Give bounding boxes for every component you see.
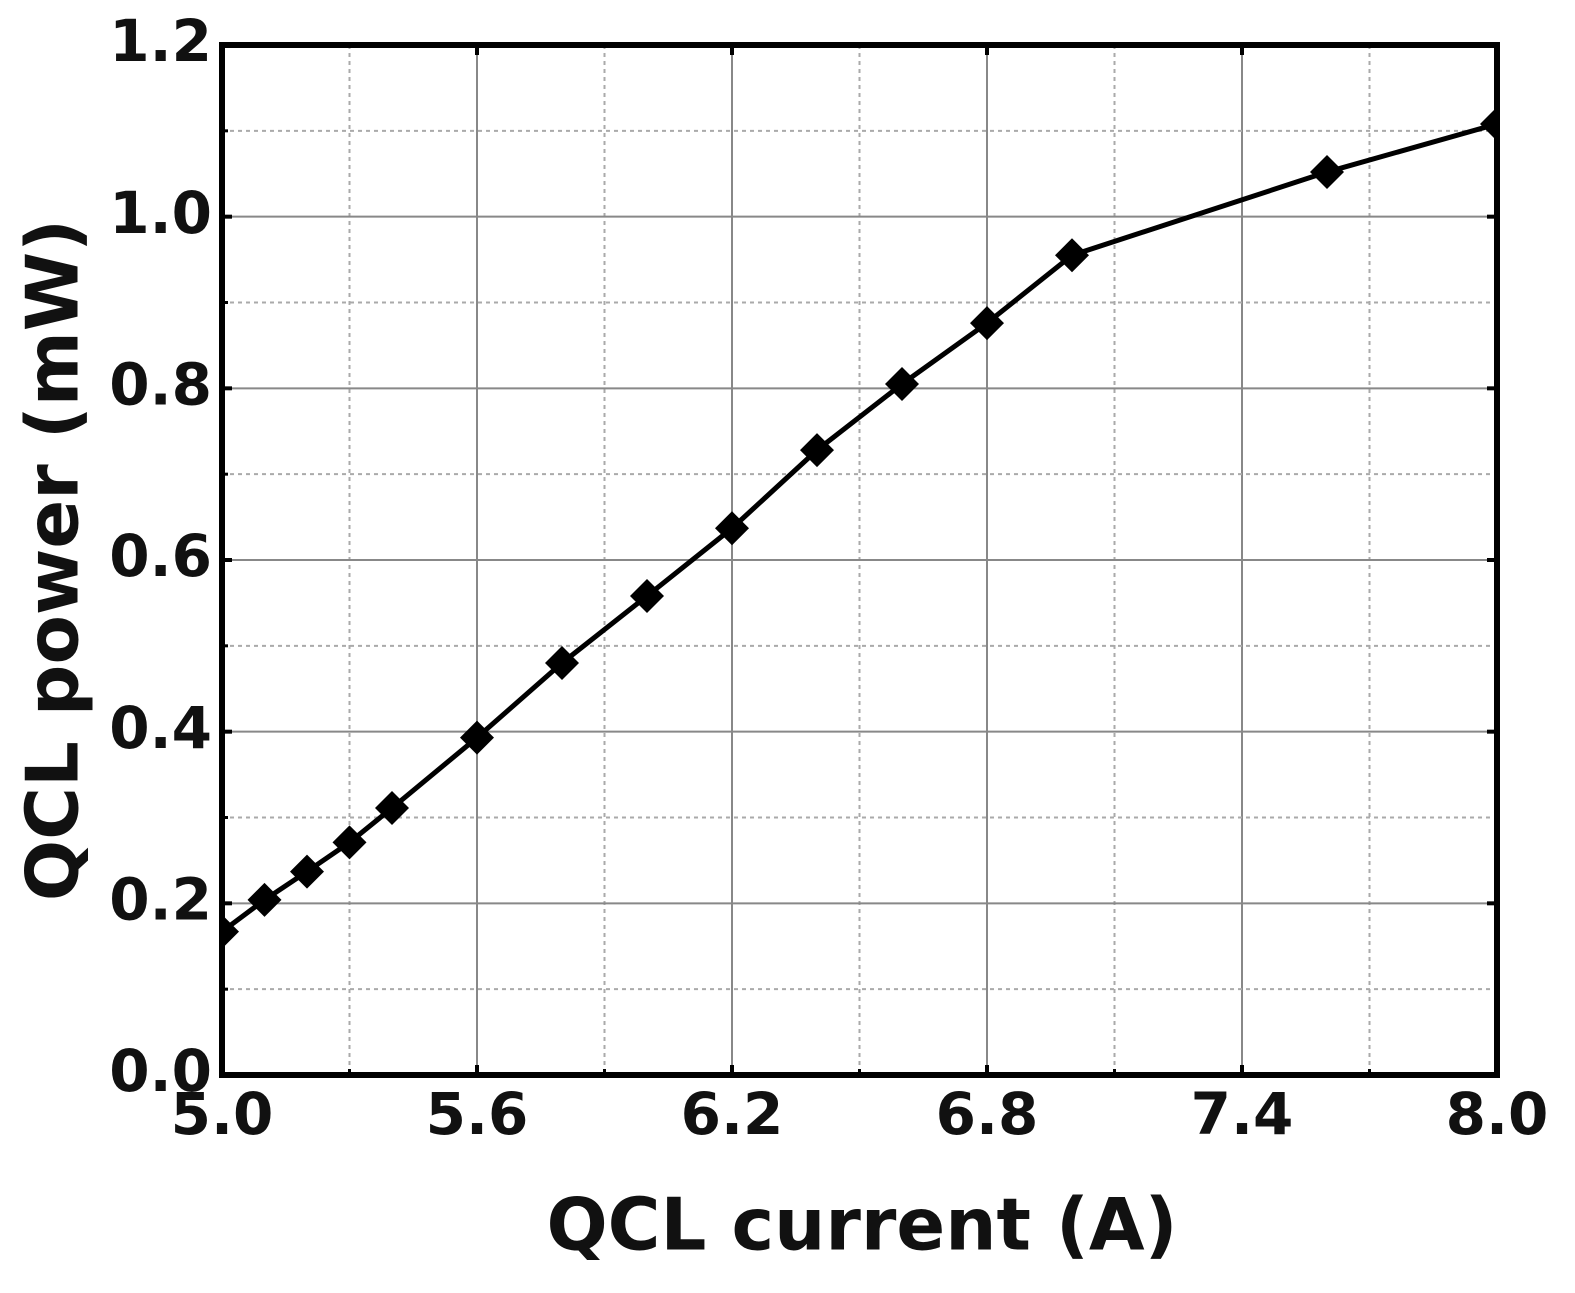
y-tick-label: 0.2 <box>109 865 212 933</box>
data-point <box>290 854 324 889</box>
data-point <box>885 367 919 402</box>
ticks: 5.0 5.6 6.2 6.8 7.4 8.0 0.0 0.2 0.4 0.6 0.8 1.0 1.2 <box>109 7 1548 1148</box>
data-point <box>375 791 409 826</box>
y-tick-label: 0.6 <box>109 522 212 590</box>
x-axis-title: QCL current (A) <box>546 1183 1177 1267</box>
data-point <box>545 646 579 680</box>
plot-area <box>222 106 1497 949</box>
data-point <box>1480 106 1497 141</box>
data-point <box>970 306 1004 341</box>
data-point <box>247 882 282 917</box>
data-point <box>332 825 367 860</box>
data-point <box>460 720 494 755</box>
data-point <box>1310 155 1344 190</box>
data-point <box>800 433 834 468</box>
plot-frame <box>219 42 1500 1078</box>
y-axis-title: QCL power (mW) <box>11 219 95 901</box>
data-point <box>715 511 749 546</box>
y-tick-label: 0.8 <box>109 350 212 418</box>
data-point <box>630 579 664 614</box>
y-tick-label: 1.2 <box>109 7 212 75</box>
x-tick-label: 7.4 <box>1191 1080 1294 1148</box>
x-tick-label: 6.2 <box>681 1080 784 1148</box>
data-point <box>1055 238 1089 273</box>
y-tick-label: 1.0 <box>109 179 212 247</box>
y-tick-label: 0.0 <box>109 1037 212 1105</box>
x-tick-label: 5.0 <box>171 1080 274 1148</box>
data-point <box>222 914 239 949</box>
x-tick-label: 6.8 <box>936 1080 1039 1148</box>
grid <box>221 44 1498 1076</box>
x-tick-label: 8.0 <box>1446 1080 1549 1148</box>
y-tick-label: 0.4 <box>109 694 212 762</box>
x-tick-label: 5.6 <box>426 1080 529 1148</box>
